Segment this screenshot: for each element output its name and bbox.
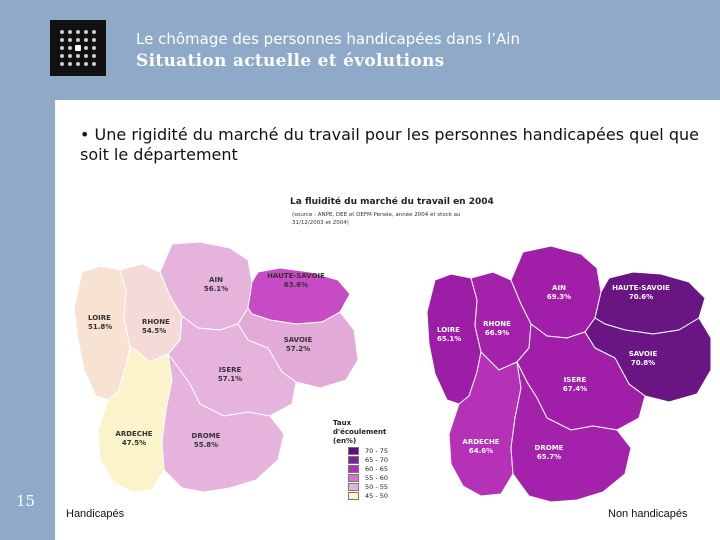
- legend-item: 65 - 70: [333, 456, 403, 464]
- legend-label: 60 - 65: [365, 465, 389, 473]
- region-name-label: ISERE: [219, 366, 242, 374]
- region-name-label: SAVOIE: [284, 336, 313, 344]
- legend-item: 50 - 55: [333, 483, 403, 491]
- region-name-label: AIN: [209, 276, 223, 284]
- legend-swatch: [348, 465, 359, 473]
- bullet-point: • Une rigidité du marché du travail pour…: [80, 125, 700, 165]
- legend-swatch: [348, 492, 359, 500]
- region-value-label: 64.6%: [469, 447, 493, 455]
- region-name-label: SAVOIE: [629, 350, 658, 358]
- region-name-label: ARDECHE: [115, 430, 152, 438]
- left-region-drome: [161, 353, 285, 493]
- region-value-label: 55.8%: [194, 441, 218, 449]
- region-value-label: 56.1%: [204, 285, 228, 293]
- legend-item: 60 - 65: [333, 465, 403, 473]
- legend-title: Taux d'écoulement (en%): [333, 419, 387, 445]
- region-name-label: ARDECHE: [462, 438, 499, 446]
- region-value-label: 51.8%: [88, 323, 112, 331]
- legend-swatch: [348, 447, 359, 455]
- logo-icon: [50, 20, 106, 76]
- legend-item: 45 - 50: [333, 492, 403, 500]
- legend-label: 50 - 55: [365, 483, 389, 491]
- region-name-label: HAUTE-SAVOIE: [267, 272, 325, 280]
- left-map-caption: Handicapés: [66, 508, 125, 520]
- region-value-label: 70.8%: [631, 359, 655, 367]
- region-name-label: LOIRE: [437, 326, 460, 334]
- slide-number: 15: [16, 492, 36, 510]
- legend-swatch: [348, 483, 359, 491]
- legend-label: 70 - 75: [365, 447, 389, 455]
- figure-source: (source : ANPE, DEE et DEFM Persée, anné…: [292, 212, 461, 226]
- region-value-label: 65.1%: [437, 335, 461, 343]
- region-value-label: 63.6%: [284, 281, 308, 289]
- region-name-label: HAUTE-SAVOIE: [612, 284, 670, 292]
- slide-subtitle: Le chômage des personnes handicapées dan…: [136, 30, 520, 48]
- region-name-label: AIN: [552, 284, 566, 292]
- figure-title: La fluidité du marché du travail en 2004: [290, 197, 494, 207]
- right-region-drome: [510, 361, 632, 503]
- region-value-label: 66.9%: [485, 329, 509, 337]
- bullet-text: Une rigidité du marché du travail pour l…: [80, 125, 699, 164]
- region-value-label: 69.3%: [547, 293, 571, 301]
- legend-swatch: [348, 474, 359, 482]
- region-value-label: 57.1%: [218, 375, 242, 383]
- region-value-label: 54.5%: [142, 327, 166, 335]
- region-value-label: 67.4%: [563, 385, 587, 393]
- region-value-label: 47.5%: [122, 439, 146, 447]
- region-name-label: RHONE: [142, 318, 170, 326]
- region-value-label: 57.2%: [286, 345, 310, 353]
- legend-item: 55 - 60: [333, 474, 403, 482]
- region-value-label: 70.6%: [629, 293, 653, 301]
- region-name-label: DROME: [192, 432, 221, 440]
- legend: Taux d'écoulement (en%) 70 - 75 65 - 70 60…: [333, 419, 403, 500]
- region-name-label: ISERE: [564, 376, 587, 384]
- legend-label: 55 - 60: [365, 474, 389, 482]
- region-name-label: DROME: [535, 444, 564, 452]
- right-map-caption: Non handicapés: [608, 508, 688, 520]
- legend-label: 45 - 50: [365, 492, 389, 500]
- bullet-marker: •: [80, 125, 90, 144]
- region-name-label: RHONE: [483, 320, 511, 328]
- legend-item: 70 - 75: [333, 447, 403, 455]
- legend-label: 65 - 70: [365, 456, 389, 464]
- region-name-label: LOIRE: [88, 314, 111, 322]
- slide-header: Le chômage des personnes handicapées dan…: [0, 0, 720, 100]
- region-value-label: 65.7%: [537, 453, 561, 461]
- slide-title: Situation actuelle et évolutions: [136, 51, 445, 71]
- legend-swatch: [348, 456, 359, 464]
